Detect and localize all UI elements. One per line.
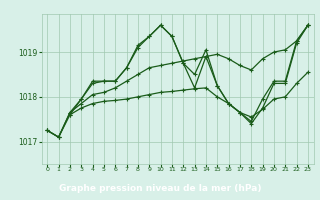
Text: Graphe pression niveau de la mer (hPa): Graphe pression niveau de la mer (hPa) — [59, 184, 261, 193]
